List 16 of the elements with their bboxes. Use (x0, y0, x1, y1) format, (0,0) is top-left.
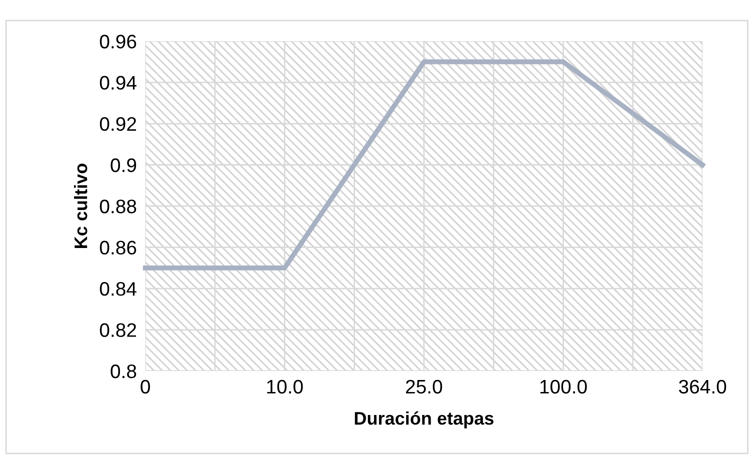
x-tick-label: 0 (140, 380, 150, 394)
x-tick-label: 100.0 (540, 380, 587, 394)
y-tick-label: 0.82 (100, 323, 136, 337)
y-tick-label: 0.92 (100, 117, 136, 131)
y-axis-title: Kc cultivo (74, 164, 88, 248)
x-tick-label: 25.0 (406, 380, 442, 394)
x-tick-label: 364.0 (678, 380, 726, 394)
y-tick-label: 0.86 (100, 240, 136, 255)
x-tick-label: 10.0 (267, 380, 303, 394)
y-tick-label: 0.88 (100, 200, 136, 214)
y-tick-label: 0.94 (100, 76, 136, 90)
y-tick-label: 0.84 (100, 282, 136, 296)
y-tick-label: 0.8 (110, 364, 136, 378)
y-tick-label: 0.9 (110, 158, 136, 172)
y-tick-label: 0.96 (100, 34, 136, 48)
x-axis-title: Duración etapas (354, 411, 494, 428)
